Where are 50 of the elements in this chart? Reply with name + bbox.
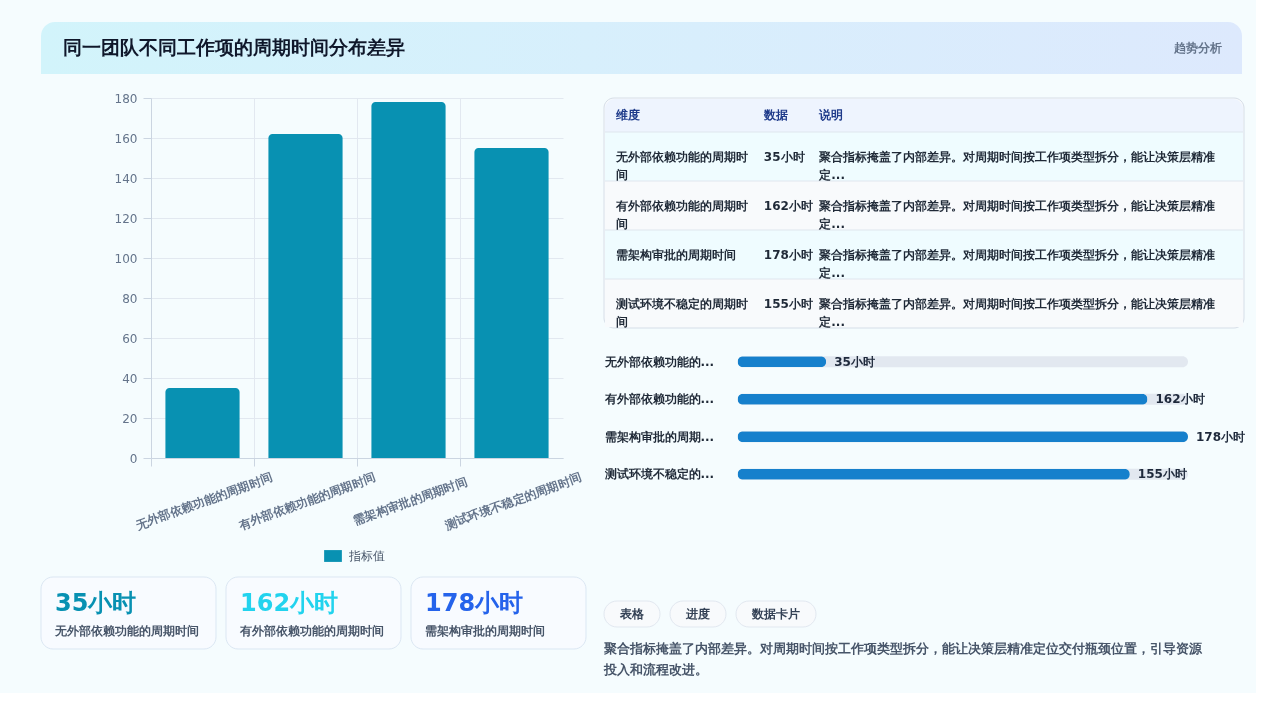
text: 35小时 (763, 149, 805, 164)
bar (371, 102, 446, 458)
text: 聚合指标掩盖了内部差异。对周期时间按工作项类型拆分，能让决策层精准定... (819, 149, 1216, 182)
y-tick-label: 0 (129, 451, 138, 466)
category-label: 数据卡片 (751, 607, 800, 621)
text: 178小时 (425, 589, 524, 617)
y-tick-label: 40 (122, 371, 138, 386)
text: 无外部依赖功能的周期时间 (54, 624, 199, 638)
text: 无外部依赖功能的周期时间 (616, 149, 748, 182)
y-tick-label: 180 (114, 91, 138, 106)
text: 聚合指标掩盖了内部差异。对周期时间按工作项类型拆分，能让决策层精准定位交付瓶颈位置，引导资源投入和流程改进。 (603, 641, 1203, 677)
y-tick-label: 测试环境不稳定的... (603, 467, 715, 482)
data-label: 178小时 (1196, 429, 1246, 444)
bar (474, 148, 549, 458)
y-tick-label: 120 (114, 211, 138, 226)
text: 35小时 (55, 589, 137, 617)
text: 聚合指标掩盖了内部差异。对周期时间按工作项类型拆分，能让决策层精准定... (819, 198, 1216, 231)
y-tick-label: 需架构审批的周期... (604, 429, 715, 444)
text: 测试环境不稳定的周期时间 (616, 296, 748, 329)
data-label: 35小时 (834, 354, 875, 369)
bar (165, 388, 240, 458)
text: 178小时 (763, 247, 813, 262)
category-label: 表格 (619, 607, 645, 621)
text: 162小时 (763, 198, 813, 213)
y-tick-label: 100 (114, 251, 138, 266)
text: 趋势分析 (1173, 41, 1222, 55)
bar (268, 134, 343, 458)
text: 聚合指标掩盖了内部差异。对周期时间按工作项类型拆分，能让决策层精准定... (819, 247, 1216, 280)
y-tick-label: 60 (122, 331, 138, 346)
data-label: 155小时 (1137, 467, 1187, 482)
data-label: 162小时 (1155, 392, 1205, 407)
text: 162小时 (240, 589, 339, 617)
y-tick-label: 140 (114, 171, 138, 186)
category-label: 进度 (685, 607, 710, 621)
y-tick-label: 80 (122, 291, 138, 306)
chart-title: 同一团队不同工作项的周期时间分布差异 (63, 36, 405, 58)
text: 155小时 (763, 296, 813, 311)
text: 有外部依赖功能的周期时间 (616, 198, 748, 231)
text: 聚合指标掩盖了内部差异。对周期时间按工作项类型拆分，能让决策层精准定... (819, 296, 1216, 329)
legend-label: 指标值 (348, 549, 385, 563)
y-tick-label: 20 (122, 411, 138, 426)
category-label: 说明 (818, 108, 844, 122)
text: 需架构审批的周期时间 (616, 247, 736, 262)
y-tick-label: 无外部依赖功能的... (603, 354, 715, 369)
category-label: 数据 (762, 108, 788, 122)
category-label: 维度 (615, 108, 640, 122)
text: 需架构审批的周期时间 (425, 624, 545, 638)
y-tick-label: 有外部依赖功能的... (603, 392, 715, 407)
text: 有外部依赖功能的周期时间 (239, 624, 384, 638)
y-tick-label: 160 (114, 131, 138, 146)
